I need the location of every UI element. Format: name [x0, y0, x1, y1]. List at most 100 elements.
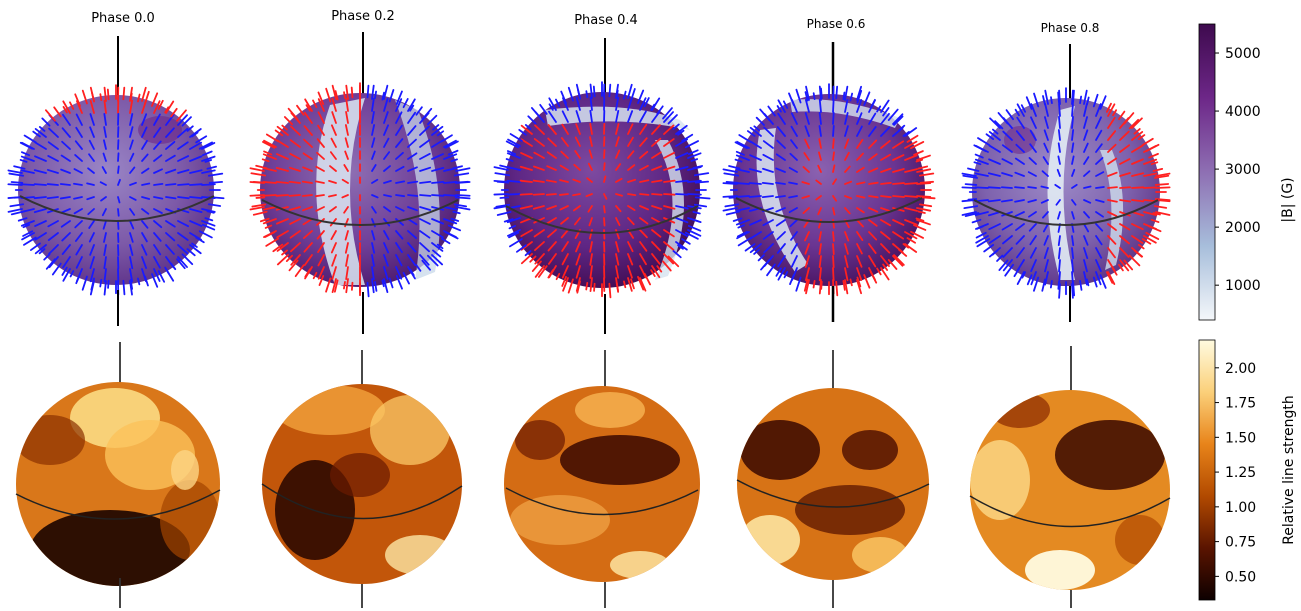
field-vector — [381, 279, 385, 288]
field-vector — [1119, 130, 1130, 141]
field-vector — [141, 126, 148, 138]
field-vector — [89, 268, 95, 283]
field-vector — [913, 150, 924, 156]
field-vector — [117, 178, 121, 186]
field-vector — [762, 231, 774, 240]
field-vector — [1000, 199, 1013, 203]
field-vector — [589, 109, 593, 123]
field-vector — [818, 243, 822, 255]
field-vector — [383, 242, 390, 254]
field-vector — [33, 183, 47, 186]
field-vector — [910, 141, 925, 150]
field-vector — [137, 93, 141, 103]
field-vector — [559, 193, 569, 196]
field-vector — [868, 181, 879, 185]
field-vector — [882, 107, 890, 117]
field-vector — [506, 152, 521, 159]
field-vector — [651, 217, 662, 224]
field-vector — [344, 124, 349, 136]
field-vector — [1058, 259, 1061, 273]
field-vector — [383, 180, 392, 184]
field-vector — [687, 229, 702, 237]
field-vector — [651, 205, 663, 210]
field-vector — [1148, 152, 1159, 159]
field-vector — [45, 258, 56, 270]
field-vector — [639, 277, 647, 292]
field-vector — [1002, 247, 1013, 258]
field-vector — [863, 91, 871, 106]
field-vector — [790, 243, 798, 255]
dark-spot — [515, 420, 565, 460]
field-vector — [524, 250, 532, 257]
field-vector — [904, 231, 918, 240]
field-vectors — [722, 83, 936, 297]
field-vector — [303, 242, 313, 253]
field-vector — [588, 229, 593, 240]
field-vector — [868, 112, 877, 125]
field-vector — [407, 98, 416, 112]
field-vector — [996, 254, 1004, 262]
field-vector — [735, 219, 750, 226]
field-vector — [989, 117, 1001, 129]
field-vector — [974, 153, 984, 159]
field-vector — [1032, 276, 1040, 292]
field-vector — [763, 126, 774, 137]
field-vector — [898, 124, 906, 132]
field-vector — [722, 207, 738, 212]
field-vector — [1155, 172, 1171, 177]
field-vector — [675, 241, 688, 251]
field-vector — [153, 168, 163, 174]
field-vector — [675, 205, 689, 210]
field-vector — [330, 124, 337, 136]
field-vector — [1044, 89, 1049, 105]
field-vector — [1143, 211, 1158, 217]
field-vector — [330, 137, 337, 148]
field-vector — [608, 83, 612, 98]
dark-spot — [795, 485, 905, 535]
field-vector — [1083, 185, 1092, 189]
field-vector — [868, 243, 877, 254]
field-vector — [141, 153, 149, 162]
field-vector — [1095, 186, 1105, 189]
field-vector — [687, 193, 702, 196]
field-vector — [262, 181, 277, 184]
field-vector — [520, 253, 533, 265]
field-vector — [153, 244, 162, 256]
field-vector — [383, 206, 392, 213]
field-vector — [22, 223, 31, 229]
field-vector — [151, 273, 159, 288]
field-vector — [59, 196, 71, 200]
field-vector — [1054, 183, 1061, 189]
field-vector — [615, 265, 620, 279]
field-vector — [440, 134, 453, 143]
field-vector — [509, 238, 523, 248]
field-vector — [316, 230, 325, 240]
field-vector — [880, 219, 892, 227]
field-vector — [844, 112, 849, 125]
field-vector — [88, 139, 95, 150]
field-vector — [722, 182, 738, 185]
field-vector — [165, 113, 175, 126]
field-vector — [141, 167, 150, 174]
field-vector — [344, 242, 349, 254]
phase-titles: Phase 0.0 Phase 0.2 Phase 0.4 Phase 0.6 … — [91, 9, 1099, 35]
field-vector — [129, 166, 136, 174]
field-vector — [103, 256, 107, 270]
field-colorbar-ticks: 5000 4000 3000 2000 1000 — [1215, 46, 1261, 294]
field-vector — [371, 137, 376, 148]
field-vector — [1105, 102, 1112, 113]
field-vector — [144, 275, 149, 287]
field-vector — [749, 154, 762, 161]
field-vector — [165, 127, 175, 138]
field-vector — [868, 195, 879, 199]
field-vector — [775, 219, 786, 227]
field-vector — [587, 205, 593, 213]
field-vector — [804, 267, 810, 282]
field-vector — [20, 155, 35, 162]
field-sphere-4 — [961, 44, 1171, 322]
equator-line — [505, 487, 699, 516]
field-vector — [117, 208, 120, 217]
field-vector — [431, 194, 445, 197]
colorbar-tick-label: 0.50 — [1225, 569, 1256, 585]
field-vector — [1030, 116, 1037, 129]
